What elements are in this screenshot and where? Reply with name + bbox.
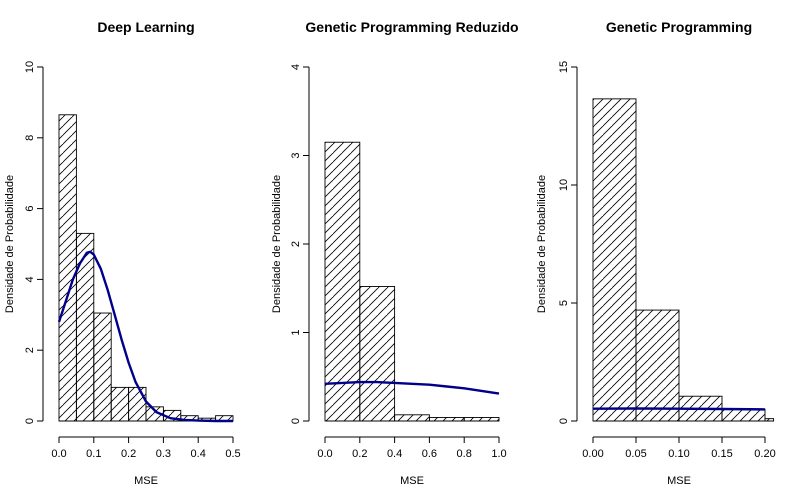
x-tick-label: 0.05 <box>625 448 646 460</box>
x-tick-label: 0.0 <box>317 448 332 460</box>
x-axis-label: MSE <box>400 475 424 487</box>
y-tick-label: 4 <box>24 276 36 282</box>
y-tick-label: 2 <box>290 241 302 247</box>
x-tick-label: 0.6 <box>422 448 437 460</box>
plot-area: 0 5 10 15 0.00 0.05 0.10 0.15 0.20 <box>558 61 776 460</box>
panel-deep-learning: Deep Learning Densidade de Probabilidade… <box>4 19 241 487</box>
plot-area: 0 2 4 6 8 10 0.0 0.1 0.2 0.3 0.4 0.5 <box>24 61 241 460</box>
histogram-bar-2 <box>75 232 95 422</box>
y-tick-label: 10 <box>558 179 570 191</box>
x-tick-label: 0.8 <box>457 448 472 460</box>
panel-title: Genetic Programming <box>606 19 752 35</box>
panel-title: Deep Learning <box>97 19 194 35</box>
histogram-bar-1 <box>324 141 361 422</box>
histogram-bar-2 <box>635 309 680 422</box>
histogram-bar-3 <box>93 312 112 422</box>
x-tick-label: 0.15 <box>711 448 732 460</box>
y-tick-label: 5 <box>558 300 570 306</box>
x-tick-label: 0.00 <box>582 448 603 460</box>
histogram-bar-5 <box>463 417 500 422</box>
x-tick-label: 0.1 <box>86 448 101 460</box>
y-tick-label: 2 <box>24 347 36 353</box>
y-tick-label: 0 <box>290 418 302 424</box>
panel-genetic-programming-reduzido: Genetic Programming Reduzido Densidade d… <box>271 19 519 487</box>
x-tick-label: 0.2 <box>121 448 136 460</box>
x-tick-label: 0.10 <box>668 448 689 460</box>
y-tick-label: 8 <box>24 135 36 141</box>
x-tick-label: 0.4 <box>387 448 402 460</box>
histogram-bar-3 <box>394 414 430 422</box>
histogram-bar-5 <box>128 386 147 422</box>
y-tick-label: 3 <box>290 152 302 158</box>
plot-area: 0 1 2 3 4 0.0 0.2 0.4 0.6 0.8 1.0 <box>290 64 507 460</box>
y-axis-label: Densidade de Probabilidade <box>536 175 548 313</box>
density-curve <box>57 250 233 423</box>
density-curve <box>324 380 500 395</box>
x-tick-label: 0.0 <box>51 448 66 460</box>
density-curve <box>592 407 766 411</box>
x-tick-label: 0.2 <box>352 448 367 460</box>
histogram-bar-4 <box>110 386 130 422</box>
y-tick-label: 15 <box>558 61 570 73</box>
x-axis-label: MSE <box>134 475 158 487</box>
histogram-bar-2 <box>359 286 396 422</box>
y-axis-label: Densidade de Probabilidade <box>4 175 16 313</box>
x-tick-label: 0.4 <box>191 448 206 460</box>
y-tick-label: 0 <box>24 418 36 424</box>
panel-genetic-programming: Genetic Programming Densidade de Probabi… <box>536 19 776 487</box>
histogram-bar-4 <box>428 417 465 422</box>
y-tick-label: 6 <box>24 206 36 212</box>
histogram-bar-1 <box>592 98 637 422</box>
x-tick-label: 0.3 <box>156 448 171 460</box>
y-tick-label: 0 <box>558 418 570 424</box>
y-axis-label: Densidade de Probabilidade <box>271 175 283 313</box>
histogram-bar-1 <box>58 114 77 422</box>
y-tick-label: 10 <box>24 61 36 73</box>
x-tick-label: 0.20 <box>754 448 775 460</box>
x-tick-label: 1.0 <box>491 448 506 460</box>
y-tick-label: 1 <box>290 329 302 335</box>
y-tick-label: 4 <box>290 64 302 70</box>
histogram-bar-4 <box>721 408 766 422</box>
x-tick-label: 0.5 <box>225 448 240 460</box>
x-axis-label: MSE <box>667 475 691 487</box>
panel-title: Genetic Programming Reduzido <box>305 19 518 35</box>
